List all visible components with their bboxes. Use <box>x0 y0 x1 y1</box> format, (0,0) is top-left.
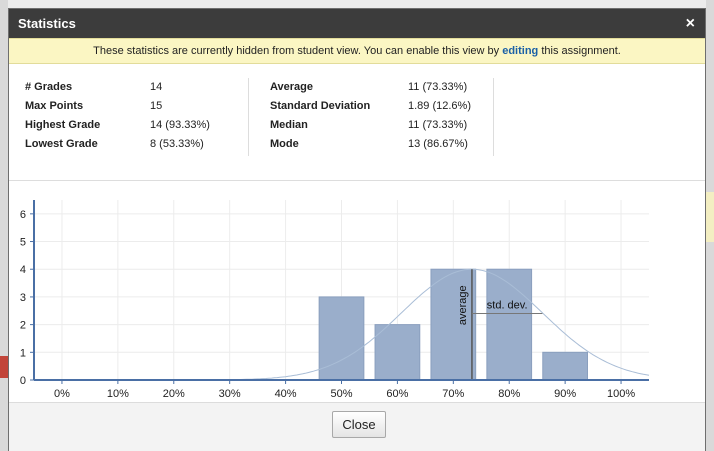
background-chip <box>0 356 8 378</box>
stat-value: 15 <box>150 100 163 112</box>
y-tick-label: 5 <box>20 237 26 249</box>
stats-right-labels: Average Standard Deviation Median Mode <box>270 78 370 154</box>
average-label: average <box>457 285 469 325</box>
stats-divider <box>493 78 494 156</box>
grade-distribution-chart-area: average std. dev. 0 1 2 3 4 5 6 0% 10% 20% 30% 40% 50%… <box>9 180 705 402</box>
close-button[interactable]: Close <box>332 411 386 438</box>
stat-label: Highest Grade <box>25 119 101 131</box>
stats-divider <box>248 78 249 156</box>
stat-value: 13 (86.67%) <box>408 138 468 150</box>
visibility-notice: These statistics are currently hidden fr… <box>9 38 705 64</box>
y-tick-label: 2 <box>20 320 26 332</box>
background-yellow-note <box>705 192 714 242</box>
std-dev-label: std. dev. <box>487 300 528 312</box>
background-left-edge <box>0 0 8 451</box>
x-tick-label: 100% <box>607 388 635 400</box>
dialog-titlebar: Statistics × <box>9 9 705 38</box>
close-icon[interactable]: × <box>685 15 695 32</box>
stats-left-values: 14 15 14 (93.33%) 8 (53.33%) <box>150 78 210 154</box>
histogram-bar <box>542 351 588 381</box>
stat-value: 1.89 (12.6%) <box>408 100 471 112</box>
stat-label: Standard Deviation <box>270 100 371 112</box>
histogram-bar <box>430 268 477 381</box>
x-tick-label: 0% <box>54 388 70 400</box>
editing-link[interactable]: editing <box>502 45 539 57</box>
x-tick-label: 90% <box>554 388 576 400</box>
stats-right-values: 11 (73.33%) 1.89 (12.6%) 11 (73.33%) 13 … <box>408 78 471 154</box>
stat-value: 11 (73.33%) <box>408 119 468 131</box>
histogram-bar <box>318 296 365 381</box>
stat-label: Max Points <box>25 100 84 112</box>
stat-value: 11 (73.33%) <box>408 81 468 93</box>
y-tick-label: 3 <box>20 292 26 304</box>
y-tick-label: 1 <box>20 347 26 359</box>
stat-value: 14 (93.33%) <box>150 119 210 131</box>
stat-label: Median <box>270 119 308 131</box>
x-tick-label: 30% <box>219 388 241 400</box>
notice-text-after: this assignment. <box>538 45 621 57</box>
x-tick-label: 40% <box>275 388 297 400</box>
dialog-footer: Close <box>9 402 705 451</box>
stat-label: # Grades <box>25 81 73 93</box>
x-tick-label: 50% <box>330 388 352 400</box>
stat-label: Average <box>270 81 314 93</box>
x-tick-label: 20% <box>163 388 185 400</box>
stat-label: Lowest Grade <box>25 138 98 150</box>
dialog-title: Statistics <box>18 16 76 31</box>
background-right-edge <box>705 0 714 451</box>
x-tick-label: 10% <box>107 388 129 400</box>
y-tick-label: 4 <box>20 264 26 276</box>
x-tick-label: 70% <box>442 388 464 400</box>
y-tick-label: 0 <box>20 375 26 387</box>
stat-value: 14 <box>150 81 163 93</box>
histogram-bar <box>374 324 421 381</box>
x-tick-label: 80% <box>498 388 520 400</box>
stat-value: 8 (53.33%) <box>150 138 204 150</box>
stat-label: Mode <box>270 138 299 150</box>
x-tick-label: 60% <box>386 388 408 400</box>
histogram-bar <box>486 268 533 381</box>
statistics-dialog: Statistics × These statistics are curren… <box>8 8 706 451</box>
stats-panel: # Grades Max Points Highest Grade Lowest… <box>9 64 705 181</box>
stats-left-labels: # Grades Max Points Highest Grade Lowest… <box>25 78 100 154</box>
y-tick-label: 6 <box>20 209 26 221</box>
notice-text-before: These statistics are currently hidden fr… <box>93 45 503 57</box>
